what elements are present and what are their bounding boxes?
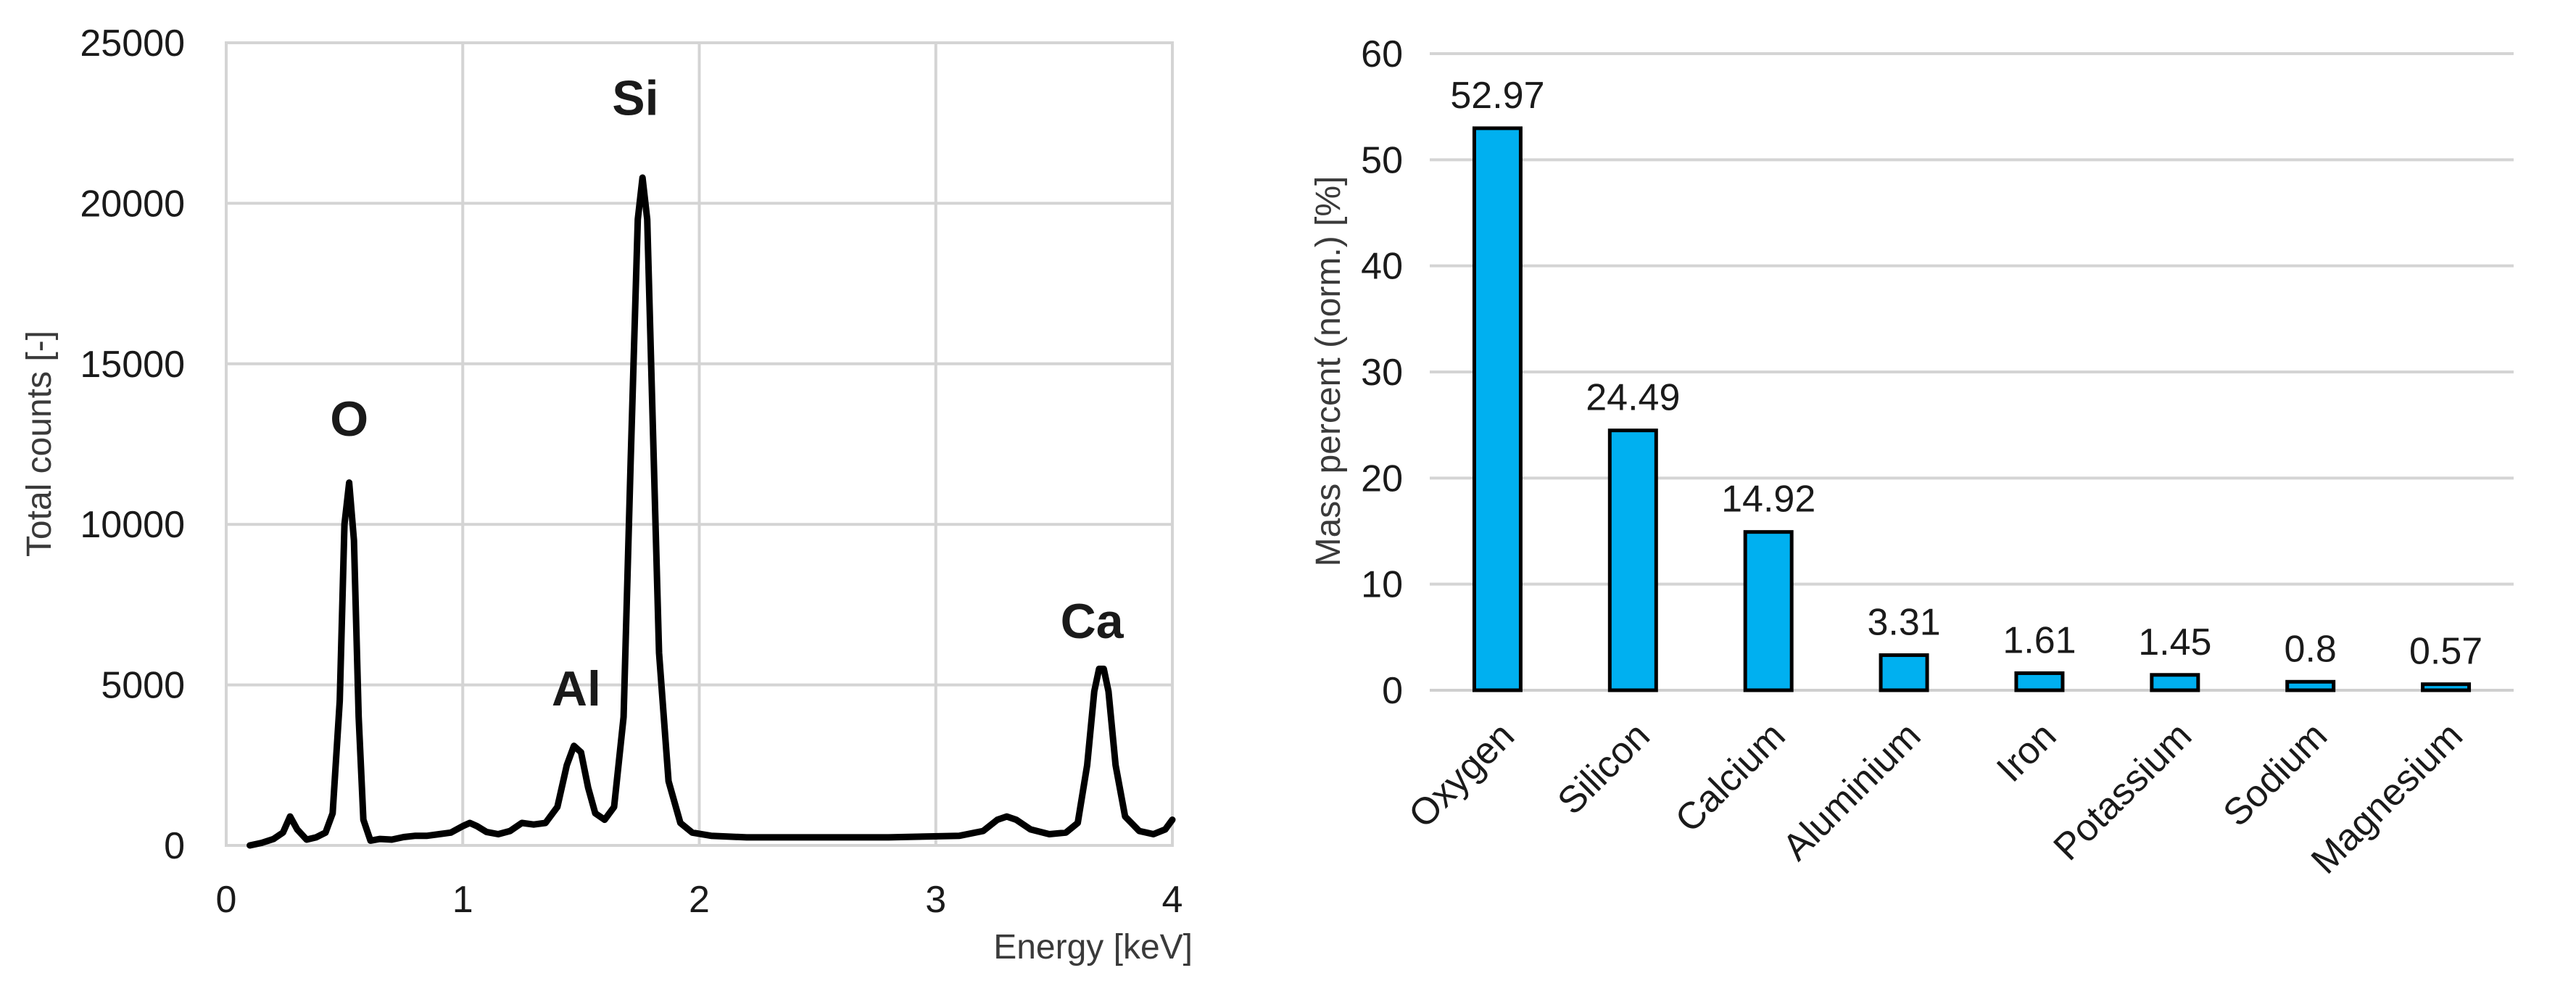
data-label-sodium: 0.8 [2285, 628, 2337, 670]
category-label-iron: Iron [1989, 714, 2064, 790]
spectrum-y-axis-label: Total counts [-] [20, 331, 59, 557]
bar-chart-y-tick-labels: 0 10 20 30 40 50 60 [1361, 33, 1403, 712]
category-label-aluminium: Aluminium [1775, 714, 1929, 869]
data-label-iron: 1.61 [2003, 619, 2076, 661]
spectrum-x-tick-label: 0 [216, 879, 237, 921]
peak-label-si: Si [612, 70, 658, 125]
bar-sodium [2285, 679, 2336, 692]
bar-calcium [1743, 530, 1794, 692]
data-label-oxygen: 52.97 [1450, 75, 1544, 117]
peak-label-o: O [330, 392, 368, 447]
bar-iron [2014, 671, 2065, 692]
bar-oxygen [1472, 126, 1523, 692]
bar-magnesium [2421, 682, 2472, 692]
bar-y-tick-label: 20 [1361, 458, 1403, 500]
spectrum-y-tick-label: 20000 [80, 183, 185, 225]
category-label-silicon: Silicon [1549, 714, 1657, 822]
spectrum-x-tick-label: 2 [689, 879, 710, 921]
category-label-oxygen: Oxygen [1401, 714, 1523, 836]
bar-y-tick-label: 0 [1382, 670, 1403, 712]
spectrum-y-tick-label: 25000 [80, 22, 185, 65]
bar-chart-data-labels: 52.97 24.49 14.92 3.31 1.61 1.45 0.8 0.57 [1450, 75, 2482, 673]
bar-y-tick-label: 40 [1361, 246, 1403, 288]
spectrum-x-tick-label: 3 [925, 879, 946, 921]
data-label-calcium: 14.92 [1721, 479, 1815, 521]
spectrum-line [247, 174, 1176, 849]
bar-y-tick-label: 50 [1361, 139, 1403, 181]
spectrum-x-tick-label: 1 [452, 879, 473, 921]
bar-chart-bars [1472, 126, 2472, 692]
spectrum-y-tick-label: 10000 [80, 504, 185, 546]
bar-potassium [2150, 673, 2200, 692]
bar-y-tick-label: 30 [1361, 352, 1403, 394]
data-label-aluminium: 3.31 [1867, 602, 1940, 644]
bar-aluminium [1879, 653, 1929, 692]
spectrum-y-tick-label: 15000 [80, 344, 185, 386]
peak-label-al: Al [552, 661, 601, 716]
mass-percent-bar-chart: 0 10 20 30 40 50 60 52.97 24.49 14.92 3.31 1.61 1.4… [1309, 33, 2514, 882]
spectrum-y-tick-labels: 0 5000 10000 15000 20000 25000 [80, 22, 185, 867]
spectrum-y-tick-label: 0 [164, 825, 185, 867]
bar-y-tick-label: 60 [1361, 33, 1403, 75]
peak-labels: O Al Si Ca [330, 70, 1125, 716]
data-label-potassium: 1.45 [2138, 621, 2211, 663]
bar-y-tick-label: 10 [1361, 564, 1403, 606]
spectrum-y-tick-label: 5000 [101, 665, 185, 707]
spectrum-x-axis-label: Energy [keV] [993, 928, 1193, 966]
category-label-potassium: Potassium [2046, 714, 2200, 869]
spectrum-x-tick-labels: 0 1 2 3 4 [216, 879, 1183, 921]
bar-silicon [1607, 429, 1658, 692]
data-label-silicon: 24.49 [1586, 377, 1680, 419]
spectrum-gridlines [225, 41, 1174, 847]
category-label-sodium: Sodium [2215, 714, 2335, 835]
bar-chart-gridlines [1430, 52, 2514, 692]
data-label-magnesium: 0.57 [2409, 631, 2482, 673]
peak-label-ca: Ca [1061, 594, 1125, 649]
category-label-calcium: Calcium [1668, 714, 1794, 840]
bar-chart-y-axis-label: Mass percent (norm.) [%] [1309, 176, 1348, 567]
spectrum-x-tick-label: 4 [1162, 879, 1183, 921]
